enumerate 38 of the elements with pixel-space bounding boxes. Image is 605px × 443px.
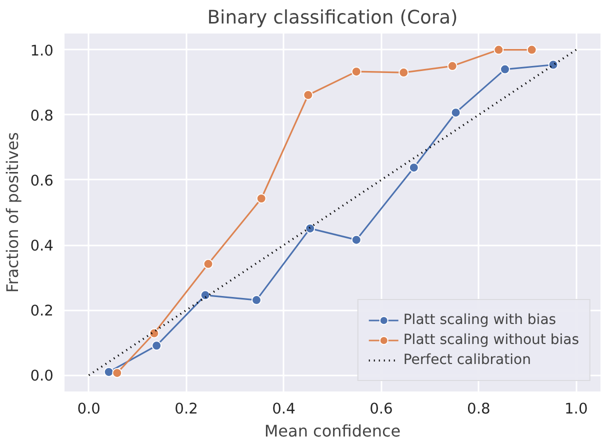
point <box>104 366 114 377</box>
x-tick-label: 0.8 <box>467 400 490 418</box>
point <box>500 64 510 74</box>
point <box>351 66 362 77</box>
x-tick-label: 0.2 <box>174 400 198 418</box>
point <box>251 295 262 306</box>
point <box>548 60 558 70</box>
point <box>112 368 122 378</box>
legend-label: Platt scaling without bias <box>403 332 579 348</box>
point <box>200 290 210 300</box>
y-tick-label: 0.0 <box>30 368 54 385</box>
x-tick-label: 0.6 <box>370 400 393 418</box>
point <box>351 234 362 245</box>
chart-title: Binary classification (Cora) <box>207 8 458 28</box>
point <box>494 44 504 55</box>
point <box>447 61 458 72</box>
point <box>305 223 316 234</box>
point <box>450 108 461 118</box>
point <box>149 328 160 338</box>
point <box>408 162 419 173</box>
point <box>526 44 537 55</box>
point <box>398 68 409 78</box>
legend-label: Perfect calibration <box>403 352 531 368</box>
x-tick-label: 0.4 <box>272 400 296 418</box>
point <box>256 194 266 204</box>
x-tick-label: 1.0 <box>564 400 588 418</box>
y-tick-label: 0.2 <box>30 302 54 320</box>
y-tick-label: 0.8 <box>30 107 54 124</box>
point <box>303 90 314 100</box>
y-tick-label: 0.6 <box>30 172 54 190</box>
legend-label: Platt scaling with bias <box>403 312 556 328</box>
y-axis-title: Fraction of positives <box>3 132 22 293</box>
x-axis-title: Mean confidence <box>264 422 401 440</box>
x-tick-label: 0.0 <box>77 400 101 418</box>
y-tick-label: 0.4 <box>30 238 54 255</box>
point <box>152 340 162 351</box>
y-tick-label: 1.0 <box>30 42 54 60</box>
point <box>203 258 214 269</box>
